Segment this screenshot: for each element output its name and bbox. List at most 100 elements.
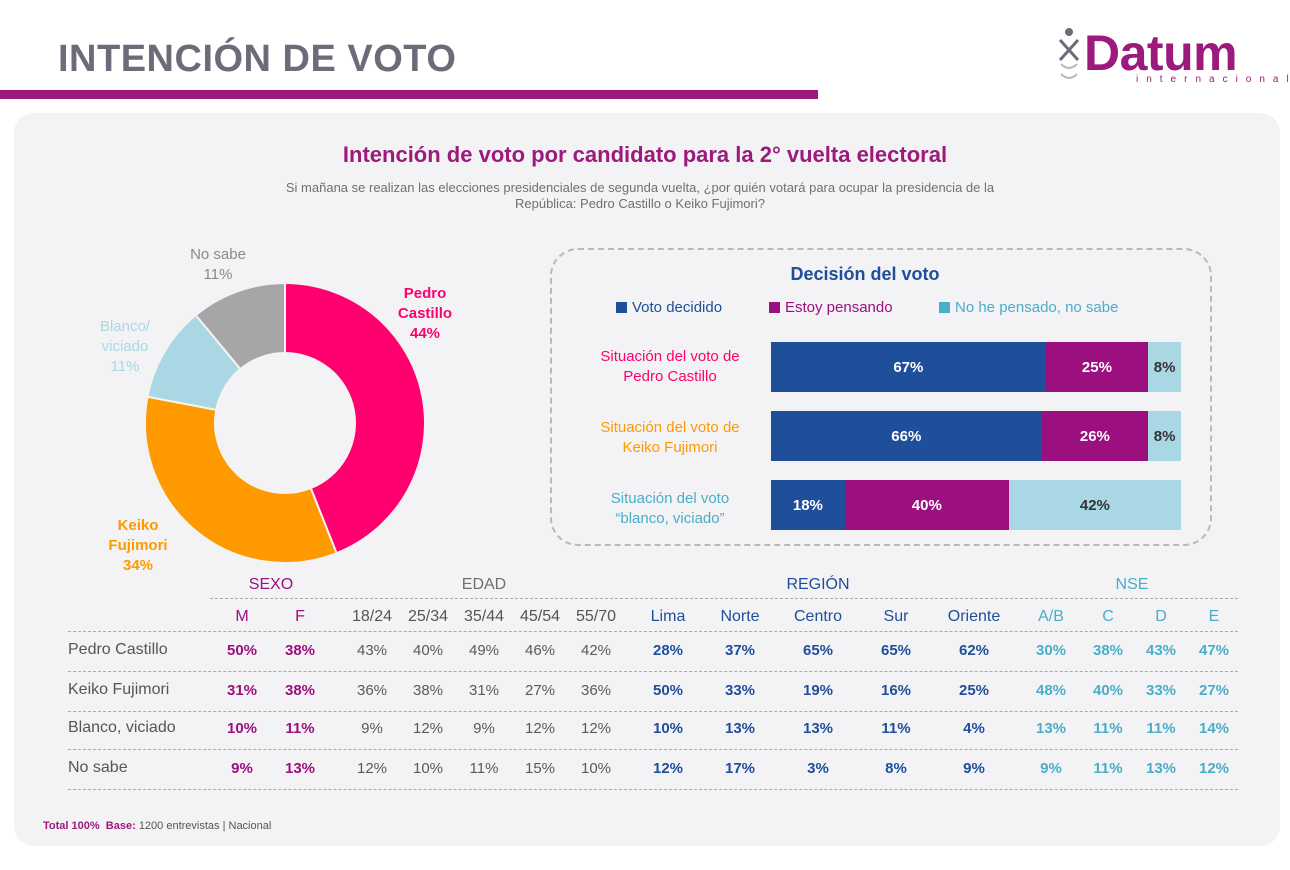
title-rule <box>0 90 818 99</box>
cell-2-5: 12% <box>524 720 556 737</box>
label-fujimori-pct: 34% <box>122 557 154 574</box>
legend-nohe: No he pensado, no sabe <box>939 297 1118 317</box>
subtitle-line-1: Si mañana se realizan las elecciones pre… <box>285 180 995 195</box>
legend-swatch-decidido <box>616 301 627 313</box>
cell-3-12: 9% <box>1040 760 1062 777</box>
decision-title: Decisión del voto <box>790 264 940 284</box>
row-label-fujimori-2: Keiko Fujimori <box>622 439 718 456</box>
cell-3-5: 15% <box>524 760 556 777</box>
column-header-0: M <box>235 608 249 625</box>
legend-label-nohe: No he pensado, no sabe <box>955 298 1119 316</box>
cell-1-11: 25% <box>958 682 990 699</box>
column-header-1: F <box>295 608 305 625</box>
row-name-3: No sabe <box>68 759 128 776</box>
group-header-1: EDAD <box>461 576 507 593</box>
column-header-8: Norte <box>720 608 760 625</box>
chart-title: Intención de voto por candidato para la … <box>342 142 948 167</box>
row-label-blanco: Situación del voto “blanco, viciado” <box>570 489 770 529</box>
group-header-0: SEXO <box>248 576 294 593</box>
bar-1-pensando: 26% <box>1041 411 1149 461</box>
column-header-12: A/B <box>1038 608 1064 625</box>
cell-0-14: 43% <box>1145 642 1177 659</box>
bar-0-decidido: 67% <box>771 342 1046 392</box>
cell-2-14: 11% <box>1146 720 1176 737</box>
cell-1-9: 19% <box>802 682 834 699</box>
column-header-9: Centro <box>793 608 843 625</box>
cell-1-8: 33% <box>724 682 756 699</box>
bar-1-pensando-label: 26% <box>1079 427 1110 445</box>
legend-label-decidido: Voto decidido <box>632 298 723 316</box>
row-label-blanco-1: Situación del voto <box>610 490 730 507</box>
cell-3-14: 13% <box>1145 760 1177 777</box>
cell-1-6: 36% <box>580 682 612 699</box>
cell-2-11: 4% <box>963 720 985 737</box>
header-underline <box>68 631 1238 632</box>
bar-2-pensando: 40% <box>844 480 1009 530</box>
cell-3-7: 12% <box>652 760 684 777</box>
cell-2-6: 12% <box>580 720 612 737</box>
cell-1-2: 36% <box>356 682 388 699</box>
cell-1-4: 31% <box>468 682 500 699</box>
column-header-4: 35/44 <box>463 608 505 625</box>
dna-icon <box>1058 28 1080 79</box>
cell-1-1: 38% <box>284 682 316 699</box>
logo-word: Datum <box>1084 25 1238 81</box>
cell-0-13: 38% <box>1092 642 1124 659</box>
cell-2-15: 14% <box>1198 720 1230 737</box>
row-label-castillo-2: Pedro Castillo <box>623 368 717 385</box>
cell-3-1: 13% <box>284 760 316 777</box>
bar-2-nohe: 42% <box>1008 480 1181 530</box>
label-nosabe: No sabe 11% <box>178 245 258 285</box>
group-underline <box>210 598 1238 599</box>
column-header-6: 55/70 <box>575 608 617 625</box>
bar-1-decidido: 66% <box>771 411 1042 461</box>
footnote-total: Total 100% <box>43 820 100 832</box>
cell-3-4: 11% <box>469 760 499 777</box>
cell-3-15: 12% <box>1198 760 1230 777</box>
row-name-0: Pedro Castillo <box>68 641 168 658</box>
cell-2-0: 10% <box>226 720 258 737</box>
cell-1-10: 16% <box>880 682 912 699</box>
cell-1-14: 33% <box>1145 682 1177 699</box>
label-blanco-1: Blanco/ <box>99 318 151 335</box>
bar-1-decidido-label: 66% <box>891 427 922 445</box>
bar-0-decidido-label: 67% <box>893 358 924 376</box>
bar-0-nohe: 8% <box>1148 342 1181 392</box>
label-castillo: Pedro Castillo 44% <box>385 284 465 344</box>
cell-0-15: 47% <box>1198 642 1230 659</box>
cell-3-11: 9% <box>963 760 985 777</box>
cell-0-1: 38% <box>284 642 316 659</box>
cell-0-0: 50% <box>226 642 258 659</box>
logo-sub: internacional <box>1136 74 1290 85</box>
column-header-3: 25/34 <box>407 608 449 625</box>
cell-2-8: 13% <box>724 720 756 737</box>
column-header-15: E <box>1208 608 1220 625</box>
row-label-fujimori: Situación del voto de Keiko Fujimori <box>570 418 770 458</box>
row-label-castillo: Situación del voto de Pedro Castillo <box>570 347 770 387</box>
legend-pensando: Estoy pensando <box>769 297 893 317</box>
footnote: Total 100% Base: 1200 entrevistas | Naci… <box>43 820 271 832</box>
column-header-13: C <box>1102 608 1114 625</box>
row-label-castillo-1: Situación del voto de <box>600 348 740 365</box>
cell-2-13: 11% <box>1093 720 1123 737</box>
bar-2-decidido: 18% <box>771 480 845 530</box>
cell-0-10: 65% <box>880 642 912 659</box>
bar-0-nohe-label: 8% <box>1153 358 1176 376</box>
cell-2-1: 11% <box>285 720 315 737</box>
cell-1-13: 40% <box>1092 682 1124 699</box>
row-divider-2 <box>68 749 1238 750</box>
cell-2-9: 13% <box>802 720 834 737</box>
cell-1-5: 27% <box>524 682 556 699</box>
cell-0-5: 46% <box>524 642 556 659</box>
group-header-2: REGIÓN <box>786 576 850 593</box>
bar-2-nohe-label: 42% <box>1079 496 1110 514</box>
cell-3-0: 9% <box>231 760 253 777</box>
cell-1-7: 50% <box>652 682 684 699</box>
legend-label-pensando: Estoy pensando <box>785 298 893 316</box>
legend-swatch-nohe <box>939 301 950 313</box>
cell-2-10: 11% <box>881 720 911 737</box>
cell-3-6: 10% <box>580 760 612 777</box>
cell-2-2: 9% <box>361 720 383 737</box>
column-header-10: Sur <box>883 608 909 625</box>
datum-logo: Datum internacional <box>1056 22 1289 92</box>
